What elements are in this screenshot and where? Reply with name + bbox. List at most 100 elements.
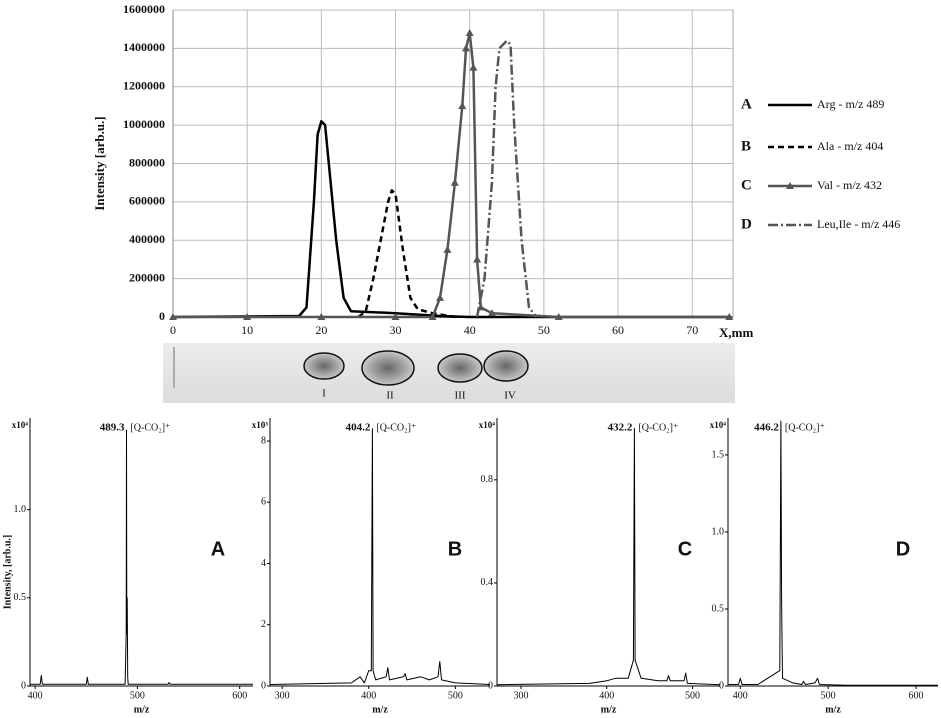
ion-label: [Q-CO₂]⁺ bbox=[376, 422, 416, 433]
series-line bbox=[172, 120, 730, 319]
y-tick-label: 0.5 bbox=[14, 592, 27, 603]
spot bbox=[303, 352, 345, 380]
marker bbox=[487, 309, 496, 317]
x-tick-label: 50 bbox=[538, 323, 550, 337]
x-tick-label: 500 bbox=[685, 690, 700, 701]
x-tick-label: 10 bbox=[241, 323, 253, 337]
y-tick-label: 0.5 bbox=[712, 603, 725, 614]
x-tick-label: 500 bbox=[130, 690, 145, 701]
spot-label: I bbox=[322, 388, 326, 400]
y-tick-label: 800000 bbox=[129, 155, 165, 169]
y-tick-label: 0 bbox=[261, 680, 266, 691]
chart: 0 2 4 6 8 300 400 500 404.2 [Q-CO₂]⁺ x10³ Bm/z bbox=[252, 418, 491, 715]
y-multiplier: x10⁴ bbox=[12, 420, 29, 430]
legend-letter: B bbox=[741, 138, 751, 154]
y-tick-label: 1400000 bbox=[123, 40, 165, 54]
y-tick-label: 0 bbox=[21, 680, 26, 691]
y-tick-label: 0 bbox=[719, 680, 724, 691]
x-axis-label: X,mm bbox=[719, 325, 753, 340]
series-line bbox=[496, 427, 721, 686]
marker bbox=[317, 313, 326, 320]
x-tick-label: 400 bbox=[733, 690, 748, 701]
ion-label: [Q-CO₂]⁺ bbox=[130, 422, 170, 433]
y-tick-label: 0 bbox=[159, 309, 165, 323]
chart: 0 200000 400000 600000 800000 1000000 1200000 1… bbox=[92, 2, 900, 340]
panel-label: D bbox=[896, 538, 910, 560]
x-tick-label: 600 bbox=[232, 690, 247, 701]
x-tick-label: 30 bbox=[390, 323, 402, 337]
y-tick-label: 400000 bbox=[129, 232, 165, 246]
chart: 0 0.4 0.8 300 400 500 432.2 [Q-CO₂]⁺ x10⁴ Cm/z bbox=[479, 418, 721, 715]
y-tick-label: 1.0 bbox=[14, 504, 27, 515]
y-tick-label: 1200000 bbox=[123, 79, 165, 93]
marker bbox=[465, 29, 474, 37]
marker bbox=[458, 101, 467, 109]
marker bbox=[443, 245, 452, 253]
marker bbox=[450, 178, 459, 186]
x-tick-label: 400 bbox=[28, 690, 43, 701]
legend-letter: C bbox=[741, 177, 752, 193]
x-tick-label: 20 bbox=[315, 323, 327, 337]
spot bbox=[361, 350, 415, 386]
x-tick-label: 40 bbox=[464, 323, 476, 337]
x-axis-label: m/z bbox=[825, 704, 841, 715]
y-tick-label: 6 bbox=[261, 497, 266, 508]
series-line bbox=[269, 428, 491, 685]
spot-label: III bbox=[455, 390, 466, 402]
legend-label: Ala - m/z 404 bbox=[817, 139, 883, 153]
tlc-plate: I II III IV bbox=[163, 343, 735, 403]
peak-label: 432.2 bbox=[608, 422, 633, 434]
marker bbox=[473, 255, 482, 263]
marker bbox=[391, 313, 400, 320]
y-tick-label: 1.0 bbox=[712, 526, 725, 537]
panel-label: B bbox=[448, 538, 462, 560]
y-tick-label: 1.5 bbox=[712, 449, 725, 460]
y-multiplier: x10⁴ bbox=[479, 420, 496, 430]
spot bbox=[437, 353, 483, 383]
peak-label: 404.2 bbox=[346, 422, 371, 434]
marker bbox=[436, 293, 445, 301]
y-tick-label: 1600000 bbox=[123, 2, 165, 16]
spot-label: IV bbox=[504, 390, 516, 402]
x-tick-label: 70 bbox=[686, 323, 698, 337]
marker bbox=[169, 313, 177, 320]
y-multiplier: x10⁴ bbox=[710, 420, 727, 430]
series-line bbox=[30, 429, 253, 685]
x-tick-label: 300 bbox=[514, 690, 529, 701]
y-multiplier: x10³ bbox=[252, 420, 269, 430]
y-tick-label: 4 bbox=[261, 558, 266, 569]
series-line bbox=[475, 39, 538, 318]
x-tick-label: 500 bbox=[448, 690, 463, 701]
marker bbox=[469, 63, 478, 71]
y-tick-label: 0.4 bbox=[481, 577, 494, 588]
panel-label: A bbox=[211, 538, 225, 560]
marker bbox=[428, 313, 437, 320]
x-axis-label: m/z bbox=[134, 704, 150, 715]
chart: 0 0.5 1.0 1.5 400 500 600 446.2 [Q-CO₂]⁺ x10⁴ Dm/z bbox=[710, 418, 938, 715]
y-tick-label: 600000 bbox=[129, 194, 165, 208]
marker bbox=[554, 313, 563, 320]
x-tick-label: 600 bbox=[909, 690, 924, 701]
y-tick-label: 200000 bbox=[129, 270, 165, 284]
ion-label: [Q-CO₂]⁺ bbox=[785, 422, 825, 433]
peak-label: 489.3 bbox=[100, 422, 125, 434]
y-tick-label: 0 bbox=[488, 680, 493, 691]
ion-label: [Q-CO₂]⁺ bbox=[638, 422, 678, 433]
legend-label: Val - m/z 432 bbox=[817, 178, 882, 192]
x-tick-label: 60 bbox=[612, 323, 624, 337]
legend-label: Leu,Ile - m/z 446 bbox=[817, 217, 900, 231]
legend-letter: A bbox=[741, 96, 752, 112]
y-tick-label: 1000000 bbox=[123, 117, 165, 131]
x-axis-label: m/z bbox=[372, 704, 388, 715]
legend-letter: D bbox=[741, 216, 752, 232]
y-axis-label: Intensity [arb.u.] bbox=[92, 116, 107, 210]
peak-label: 446.2 bbox=[754, 422, 779, 434]
y-axis-label: Intensity, [arb.u.] bbox=[2, 535, 13, 609]
y-tick-label: 8 bbox=[261, 435, 266, 446]
y-tick-label: 2 bbox=[261, 619, 266, 630]
spot bbox=[483, 350, 529, 382]
marker bbox=[243, 313, 252, 320]
spot-label: II bbox=[386, 390, 394, 402]
legend-marker bbox=[786, 182, 794, 189]
